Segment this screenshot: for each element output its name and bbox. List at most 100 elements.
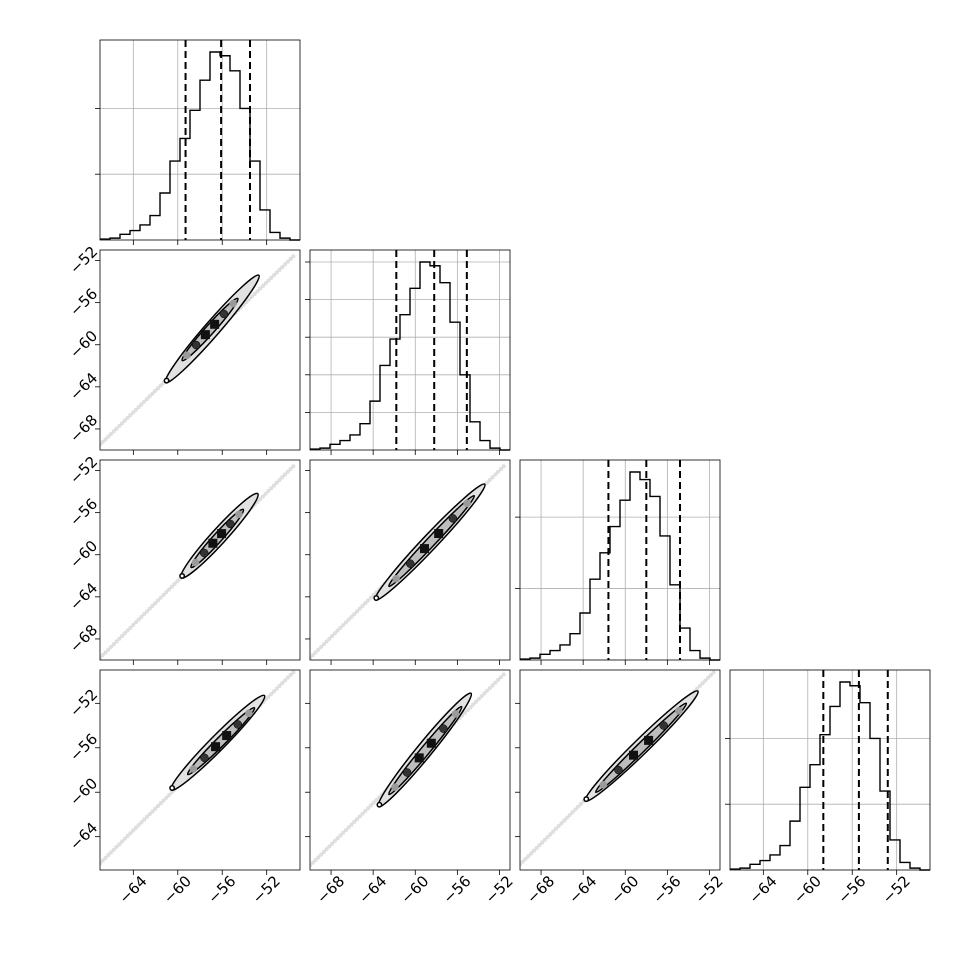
scatter-point xyxy=(363,601,368,606)
scatter-point xyxy=(139,402,144,407)
scatter-point xyxy=(291,670,296,675)
x-tick-label: −68 xyxy=(523,872,558,907)
scatter-point xyxy=(103,437,108,442)
scatter-point xyxy=(694,686,700,691)
scatter-point xyxy=(271,483,277,488)
density-point xyxy=(659,721,668,730)
scatter-point xyxy=(144,814,150,820)
scatter-point xyxy=(366,806,371,811)
scatter-point xyxy=(523,856,528,862)
scatter-point xyxy=(263,281,268,286)
scatter-point xyxy=(164,795,169,800)
scatter-point xyxy=(119,839,125,844)
scatter-point xyxy=(131,410,136,415)
scatter-point xyxy=(327,844,332,849)
scatter-point xyxy=(125,415,130,420)
scatter-point xyxy=(531,848,536,853)
x-tick-label: −56 xyxy=(439,872,474,907)
scatter-point xyxy=(493,680,498,685)
axes-frame xyxy=(519,669,721,871)
scatter-point xyxy=(310,655,313,660)
pair-panel-2 xyxy=(305,459,511,661)
scatter-point xyxy=(122,836,127,841)
scatter-point xyxy=(482,691,487,696)
scatter-point xyxy=(310,653,315,658)
scatter-point xyxy=(330,841,335,846)
y-tick-label: −60 xyxy=(66,537,101,572)
scatter-point xyxy=(155,386,161,391)
pair-plot-area xyxy=(100,464,296,660)
scatter-point xyxy=(111,642,116,647)
scatter-point xyxy=(260,494,266,499)
scatter-point xyxy=(144,609,150,614)
density-point xyxy=(183,351,191,360)
axes-frame xyxy=(99,459,301,661)
scatter-point xyxy=(354,817,360,822)
axes-frame xyxy=(519,459,721,661)
axes-frame xyxy=(729,669,931,871)
scatter-point xyxy=(341,622,346,628)
scatter-point xyxy=(169,584,174,589)
scatter-point xyxy=(169,790,174,795)
scatter-point xyxy=(172,581,177,587)
scatter-point xyxy=(269,486,274,491)
density-point xyxy=(235,510,243,519)
scatter-point xyxy=(285,259,290,264)
density-point xyxy=(229,299,237,308)
x-tick-label: −52 xyxy=(692,872,727,907)
scatter-point xyxy=(711,670,716,675)
pair-plot-area xyxy=(310,672,506,868)
scatter-point xyxy=(551,829,556,834)
scatter-point xyxy=(462,710,468,715)
scatter-point xyxy=(573,807,578,812)
scatter-point xyxy=(487,477,492,483)
scatter-point xyxy=(258,497,263,502)
scatter-point xyxy=(542,837,548,842)
scatter-point xyxy=(133,825,139,830)
scatter-point xyxy=(153,388,158,394)
scatter-point xyxy=(122,631,127,636)
hist-panel-1 xyxy=(305,249,511,451)
density-point xyxy=(191,340,201,350)
density-point xyxy=(402,768,412,777)
scatter-point xyxy=(471,702,476,707)
pair-panel-0 xyxy=(95,249,301,451)
scatter-point xyxy=(100,655,103,660)
scatter-point xyxy=(576,804,581,809)
contour-inner xyxy=(388,705,463,796)
scatter-point xyxy=(285,469,290,474)
density-point xyxy=(200,753,209,763)
scatter-point xyxy=(150,391,155,396)
x-tick-label: −60 xyxy=(397,872,432,907)
scatter-point xyxy=(266,694,271,699)
x-tick-label: −52 xyxy=(879,872,914,907)
density-square xyxy=(414,753,424,763)
scatter-point xyxy=(526,854,531,859)
scatter-point xyxy=(280,475,285,480)
hist-step-line xyxy=(310,261,510,451)
scatter-point xyxy=(335,628,340,633)
scatter-point xyxy=(282,262,288,267)
scatter-point xyxy=(490,683,495,688)
density-point xyxy=(463,499,471,508)
scatter-point xyxy=(498,675,504,680)
scatter-point xyxy=(548,832,553,837)
y-tick-label: −64 xyxy=(66,579,101,614)
scatter-point xyxy=(158,383,163,388)
scatter-point xyxy=(280,681,285,686)
scatter-point xyxy=(288,466,293,472)
scatter-point xyxy=(271,273,277,278)
scatter-point xyxy=(487,685,492,691)
stray-contour xyxy=(179,572,186,579)
y-tick-label: −68 xyxy=(66,621,101,656)
y-tick-label: −56 xyxy=(66,285,101,320)
pair-panel-1 xyxy=(95,459,301,661)
scatter-point xyxy=(103,855,108,860)
scatter-point xyxy=(274,686,279,691)
y-tick-label: −56 xyxy=(66,730,101,765)
scatter-point xyxy=(131,828,136,833)
density-point xyxy=(191,558,200,567)
scatter-point xyxy=(100,858,105,863)
scatter-point xyxy=(277,267,282,272)
x-tick-label: −52 xyxy=(249,872,284,907)
